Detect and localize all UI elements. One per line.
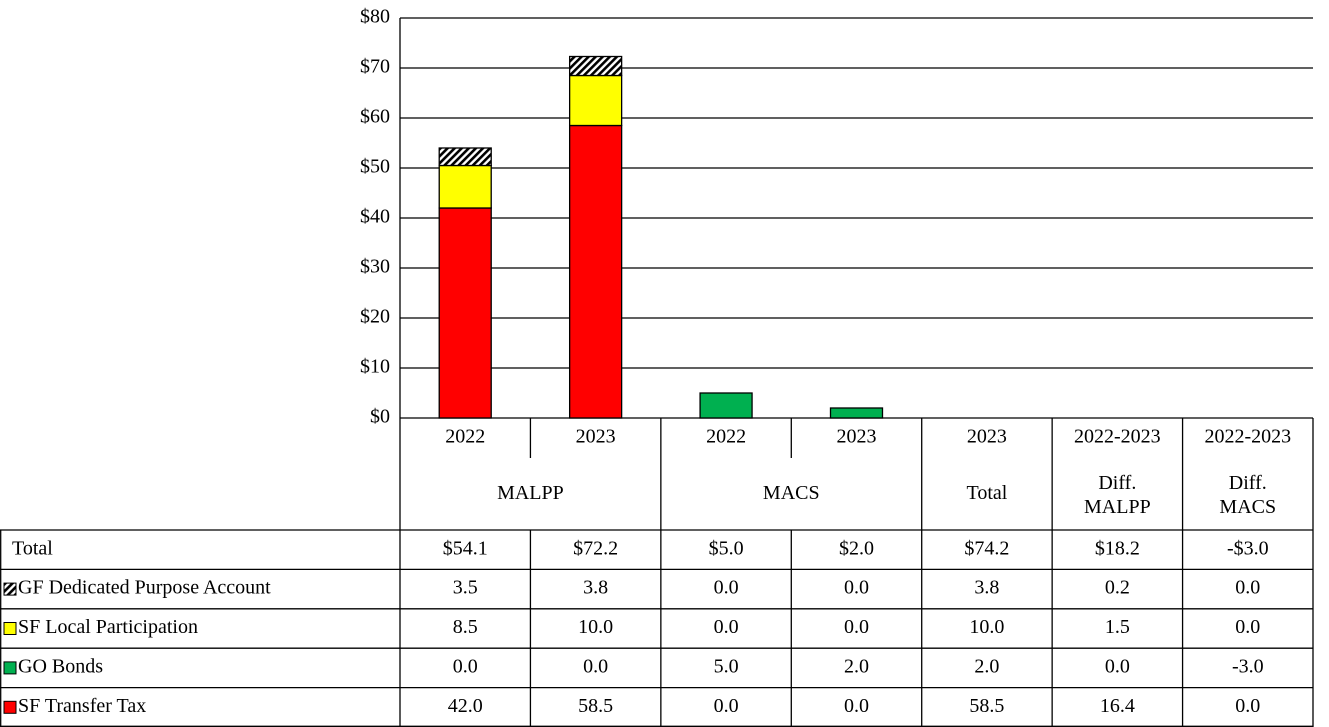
bar-segment — [438, 164, 492, 209]
cell-value: 3.8 — [974, 577, 999, 599]
y-tick-label: $20 — [360, 306, 390, 328]
category-label: 2023 — [967, 426, 1007, 448]
group-label: Diff. MACS — [1219, 472, 1276, 518]
cell-value: 2.0 — [844, 655, 869, 677]
legend-key — [3, 582, 17, 596]
cell-value: 0.0 — [453, 655, 478, 677]
cell-value: 0.0 — [844, 616, 869, 638]
bar-segment — [568, 74, 623, 127]
row-label: SF Local Participation — [18, 616, 198, 638]
bar-segment — [699, 392, 753, 419]
cell-value: $18.2 — [1095, 537, 1140, 559]
row-label: GF Dedicated Purpose Account — [18, 577, 271, 599]
category-label: 2023 — [576, 426, 616, 448]
cell-value: 1.5 — [1105, 616, 1130, 638]
cell-value: 3.5 — [453, 577, 478, 599]
cell-value: 0.2 — [1105, 577, 1130, 599]
cell-value: 8.5 — [453, 616, 478, 638]
cell-value: 0.0 — [844, 695, 869, 717]
bar-segment — [829, 407, 884, 419]
legend-key — [3, 661, 17, 675]
legend-key — [3, 622, 17, 635]
cell-value: -$3.0 — [1227, 537, 1269, 559]
y-tick-label: $60 — [360, 106, 390, 128]
group-label: MACS — [763, 482, 820, 504]
bar-segment — [568, 124, 623, 419]
cell-value: 0.0 — [583, 655, 608, 677]
cell-value: -3.0 — [1232, 655, 1264, 677]
cell-value: 0.0 — [1235, 616, 1260, 638]
cell-value: 0.0 — [714, 695, 739, 717]
y-tick-label: $80 — [360, 6, 390, 28]
cell-value: 0.0 — [1105, 655, 1130, 677]
group-label: MALPP — [497, 482, 564, 504]
cell-value: 0.0 — [714, 577, 739, 599]
y-tick-label: $30 — [360, 256, 390, 278]
y-tick-label: $10 — [360, 356, 390, 378]
y-tick-label: $40 — [360, 206, 390, 228]
bar-segment — [438, 207, 492, 419]
category-label: 2023 — [837, 426, 877, 448]
cell-value: 58.5 — [969, 695, 1004, 717]
y-tick-label: $70 — [360, 56, 390, 78]
category-label: 2022 — [706, 426, 746, 448]
cell-value: 42.0 — [448, 695, 483, 717]
cell-value: 0.0 — [1235, 577, 1260, 599]
cell-value: 0.0 — [844, 577, 869, 599]
bar-segment — [438, 147, 492, 167]
cell-value: 3.8 — [583, 577, 608, 599]
row-label: GO Bonds — [18, 655, 103, 677]
bar-segment — [568, 55, 623, 77]
row-label: Total — [12, 537, 53, 559]
cell-value: 2.0 — [974, 655, 999, 677]
cell-value: 58.5 — [578, 695, 613, 717]
legend-key — [3, 700, 17, 714]
cell-value: 0.0 — [714, 616, 739, 638]
cell-value: $2.0 — [839, 537, 874, 559]
row-label: SF Transfer Tax — [18, 695, 146, 717]
category-label: 2022-2023 — [1074, 426, 1161, 448]
cell-value: 16.4 — [1100, 695, 1135, 717]
cell-value: $5.0 — [709, 537, 744, 559]
cell-value: 5.0 — [714, 655, 739, 677]
group-label: Total — [967, 482, 1008, 504]
y-tick-label: $50 — [360, 156, 390, 178]
cell-value: $72.2 — [573, 537, 618, 559]
cell-value: 0.0 — [1235, 695, 1260, 717]
y-tick-label: $0 — [370, 406, 390, 428]
cell-value: 10.0 — [578, 616, 613, 638]
cell-value: $54.1 — [443, 537, 488, 559]
category-label: 2022-2023 — [1204, 426, 1291, 448]
cell-value: $74.2 — [964, 537, 1009, 559]
cell-value: 10.0 — [969, 616, 1004, 638]
group-label: Diff. MALPP — [1084, 472, 1151, 518]
category-label: 2022 — [445, 426, 485, 448]
